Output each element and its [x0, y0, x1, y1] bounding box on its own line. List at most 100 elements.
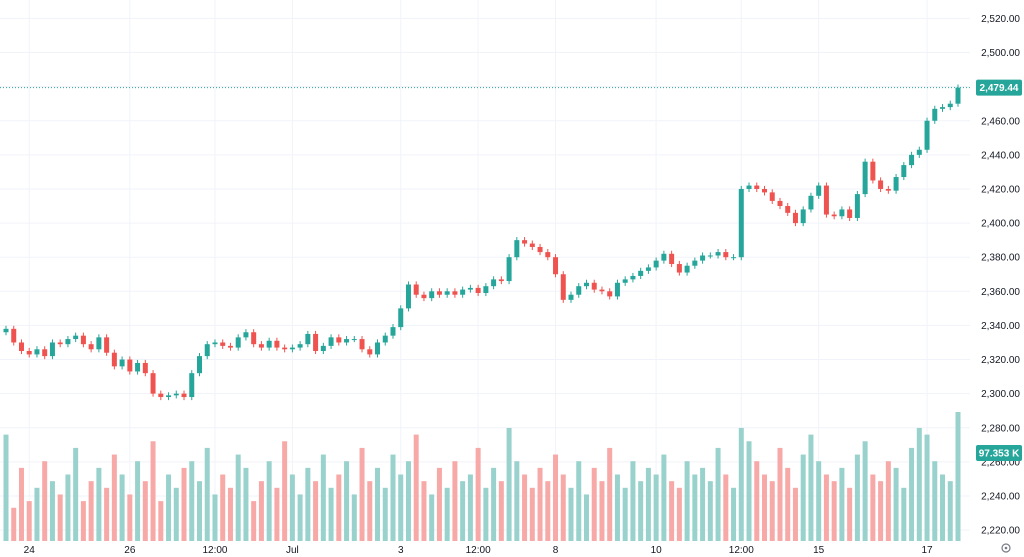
volume-bar — [746, 441, 752, 541]
volume-bar — [313, 481, 319, 541]
candle-body — [405, 284, 411, 309]
volume-bar — [847, 487, 853, 541]
candle-body — [777, 200, 783, 207]
candle-body — [947, 103, 953, 108]
volume-bar — [436, 467, 442, 541]
y-tick-label: 2,460.00 — [981, 116, 1020, 127]
volume-bar — [49, 481, 55, 541]
last-volume-label: 97.353 K — [979, 449, 1020, 460]
volume-bar — [398, 474, 404, 541]
candle-body — [545, 252, 551, 258]
candle-body — [599, 289, 605, 292]
volume-bar — [839, 467, 845, 541]
volume-bar — [614, 474, 620, 541]
candle-body — [700, 255, 706, 261]
candle-body — [328, 337, 334, 346]
candle-body — [258, 344, 264, 348]
candle-body — [96, 337, 102, 350]
candle-body — [576, 286, 582, 295]
candle-body — [831, 214, 837, 217]
y-tick-label: 2,300.00 — [981, 389, 1020, 400]
volume-bar — [305, 467, 311, 541]
candle-body — [26, 351, 32, 355]
candle-body — [638, 270, 644, 276]
candle-body — [622, 279, 628, 283]
volume-bar — [924, 434, 930, 541]
candle-body — [614, 282, 620, 297]
candle-body — [336, 337, 342, 343]
volume-bar — [73, 447, 79, 541]
volume-bar — [367, 481, 373, 541]
candle-body — [645, 267, 651, 271]
volume-bar — [630, 461, 636, 541]
last-price-badge: 2,479.44 — [976, 79, 1022, 96]
candle-body — [909, 154, 915, 166]
y-tick-label: 2,520.00 — [981, 14, 1020, 25]
volume-bar — [522, 474, 528, 541]
x-tick-label: 12:00 — [466, 545, 491, 556]
candle-body — [444, 291, 450, 295]
y-tick-label: 2,380.00 — [981, 253, 1020, 264]
candle-body — [135, 362, 141, 372]
volume-bar — [692, 474, 698, 541]
volume-bar — [754, 461, 760, 541]
y-tick-label: 2,400.00 — [981, 219, 1020, 230]
axis-settings-icon[interactable] — [1001, 543, 1011, 553]
candle-body — [723, 252, 729, 258]
x-tick-label: 10 — [651, 545, 663, 556]
x-tick-label: 26 — [124, 545, 136, 556]
price-axis[interactable]: 2,520.002,500.002,480.002,460.002,440.00… — [981, 14, 1020, 537]
candle-body — [754, 185, 760, 189]
candle-body — [429, 291, 435, 299]
volume-bar — [351, 494, 357, 541]
candle-body — [800, 209, 806, 224]
volume-bar — [196, 481, 202, 541]
candle-body — [282, 347, 288, 350]
volume-bar — [599, 481, 605, 541]
candle-body — [344, 339, 350, 343]
volume-bar — [792, 487, 798, 541]
volume-bar — [390, 454, 396, 541]
volume-bar — [166, 474, 172, 541]
y-tick-label: 2,280.00 — [981, 423, 1020, 434]
candle-body — [313, 333, 319, 352]
candle-body — [715, 252, 721, 256]
volume-bar — [181, 467, 187, 541]
volume-bar — [135, 461, 141, 541]
y-tick-label: 2,260.00 — [981, 457, 1020, 468]
volume-bar — [243, 467, 249, 541]
candle-body — [166, 395, 172, 398]
y-tick-label: 2,220.00 — [981, 526, 1020, 537]
volume-bar — [893, 467, 899, 541]
volume-bar — [901, 487, 907, 541]
volume-bar — [622, 487, 628, 541]
candle-body — [436, 291, 442, 295]
volume-bar — [955, 412, 961, 541]
candle-body — [305, 333, 311, 345]
candle-body — [785, 206, 791, 213]
volume-bar — [545, 481, 551, 541]
candle-body — [467, 287, 473, 290]
volume-bar — [289, 474, 295, 541]
volume-bar — [808, 434, 814, 541]
candle-body — [684, 265, 690, 273]
volume-bar — [467, 474, 473, 541]
time-axis[interactable]: 24 26 12:00 Jul 3 12:00 8 10 12:00 15 17 — [24, 545, 933, 556]
volume-bar — [854, 454, 860, 541]
candle-body — [413, 284, 419, 295]
volume-bar — [638, 481, 644, 541]
candle-body — [34, 349, 40, 355]
x-tick-label: 12:00 — [202, 545, 227, 556]
volume-bar — [583, 494, 589, 541]
volume-bar — [111, 454, 117, 541]
candle-body — [158, 393, 164, 398]
volume-bar — [940, 474, 946, 541]
volume-bar — [777, 447, 783, 541]
volume-bar — [227, 487, 233, 541]
volume-bar — [676, 487, 682, 541]
volume-bar — [707, 481, 713, 541]
candle-body — [491, 279, 497, 287]
volume-bar — [491, 467, 497, 541]
volume-bar — [328, 487, 334, 541]
